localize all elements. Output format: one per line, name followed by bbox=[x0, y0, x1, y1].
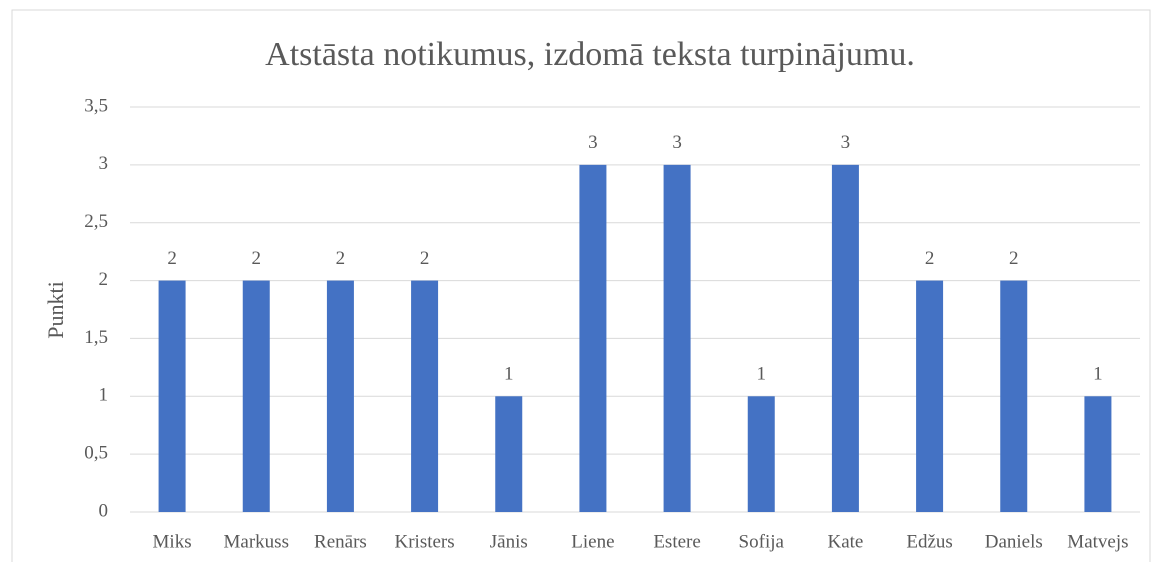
data-label: 2 bbox=[420, 248, 430, 269]
bar bbox=[158, 280, 186, 512]
y-tick-label: 2,5 bbox=[84, 211, 108, 232]
data-label: 2 bbox=[1009, 248, 1019, 269]
x-tick-label: Kristers bbox=[395, 531, 455, 552]
x-tick-label: Miks bbox=[153, 531, 192, 552]
bar bbox=[1084, 396, 1112, 512]
data-label: 3 bbox=[841, 132, 851, 153]
y-axis-label: Punkti bbox=[43, 281, 68, 338]
x-tick-label: Liene bbox=[571, 531, 614, 552]
bar bbox=[242, 280, 270, 512]
y-tick-label: 1,5 bbox=[84, 327, 108, 348]
data-label: 1 bbox=[1093, 364, 1103, 385]
x-tick-label: Matvejs bbox=[1067, 531, 1128, 552]
bar bbox=[579, 164, 607, 512]
x-tick-label: Edžus bbox=[906, 531, 952, 552]
y-tick-label: 1 bbox=[99, 385, 109, 406]
y-tick-label: 0,5 bbox=[84, 443, 108, 464]
y-tick-label: 0 bbox=[99, 500, 109, 521]
bar bbox=[1000, 280, 1028, 512]
x-tick-label: Jānis bbox=[490, 531, 528, 552]
chart-title: Atstāsta notikumus, izdomā teksta turpin… bbox=[265, 36, 915, 73]
bar bbox=[747, 396, 775, 512]
data-label: 2 bbox=[167, 248, 177, 269]
bar bbox=[495, 396, 523, 512]
x-tick-label: Daniels bbox=[985, 531, 1043, 552]
data-label: 2 bbox=[925, 248, 935, 269]
bar bbox=[663, 164, 691, 512]
x-tick-label: Sofija bbox=[739, 531, 785, 552]
data-label: 1 bbox=[504, 364, 514, 385]
data-label: 2 bbox=[336, 248, 346, 269]
y-tick-label: 3,5 bbox=[84, 95, 108, 116]
data-label: 3 bbox=[588, 132, 598, 153]
x-tick-label: Kate bbox=[827, 531, 863, 552]
x-tick-label: Estere bbox=[653, 531, 700, 552]
bar bbox=[411, 280, 439, 512]
x-tick-label: Markuss bbox=[224, 531, 289, 552]
data-label: 3 bbox=[672, 132, 682, 153]
bar bbox=[831, 164, 859, 512]
y-tick-label: 3 bbox=[99, 153, 109, 174]
bar bbox=[326, 280, 354, 512]
bar bbox=[916, 280, 944, 512]
data-label: 1 bbox=[757, 364, 767, 385]
x-tick-label: Renārs bbox=[314, 531, 367, 552]
data-label: 2 bbox=[252, 248, 262, 269]
y-tick-label: 2 bbox=[99, 269, 109, 290]
